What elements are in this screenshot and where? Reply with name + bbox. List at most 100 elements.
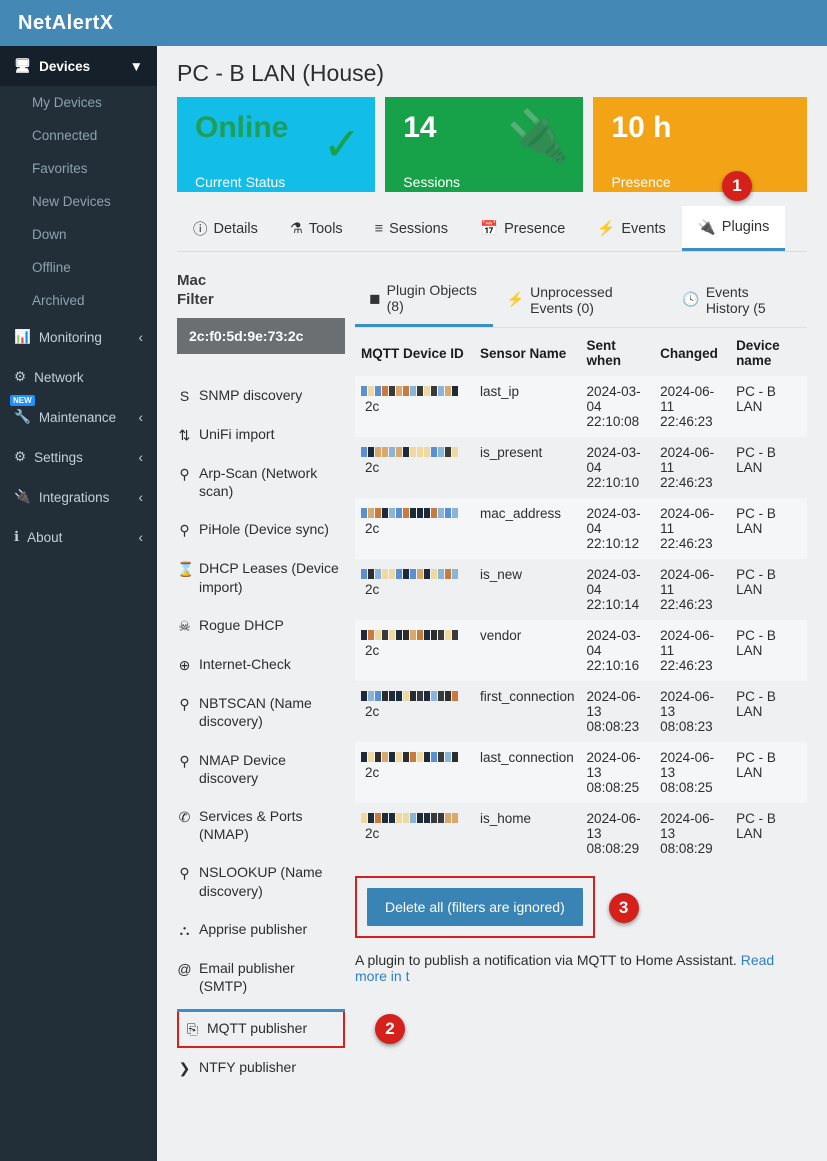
table-row[interactable]: 2c last_ip 2024-03-04 22:10:08 2024-06-11 22:… — [355, 376, 807, 437]
sidebar-item-archived[interactable]: Archived — [0, 284, 157, 317]
sidebar-section-devices[interactable]: 🖥 Devices ▼ — [0, 46, 157, 86]
sessions-card: 14 Sessions 🔌 — [385, 97, 583, 192]
sidebar-section-integrations[interactable]: 🔌 Integrations ‹ — [0, 477, 157, 517]
sidebar-section-monitoring[interactable]: 📊 Monitoring ‹ — [0, 317, 157, 357]
tab-tools[interactable]: ⚗ Tools — [274, 206, 359, 251]
sidebar-item-offline[interactable]: Offline — [0, 251, 157, 284]
cell-changed: 2024-06-11 22:46:23 — [654, 437, 730, 498]
plugin-icon-8: ⚲ — [177, 752, 192, 770]
cell-changed: 2024-06-11 22:46:23 — [654, 376, 730, 437]
plugin-list-item-7[interactable]: ⚲ NBTSCAN (Name discovery) — [177, 684, 345, 740]
plugin-list-item-12[interactable]: @ Email publisher (SMTP) — [177, 949, 345, 1005]
plugin-list-item-10[interactable]: ⚲ NSLOOKUP (Name discovery) — [177, 853, 345, 909]
cell-device-name: PC - B LAN — [730, 681, 807, 742]
mqtt-objects-table: MQTT Device ID Sensor Name Sent when Cha… — [355, 330, 807, 864]
cell-device-name: PC - B LAN — [730, 376, 807, 437]
plugin-list: S SNMP discovery ⇅ UniFi import ⚲ Arp-Scan (N… — [177, 376, 345, 1088]
cell-changed: 2024-06-13 08:08:23 — [654, 681, 730, 742]
plugin-label-14: NTFY publisher — [199, 1058, 296, 1076]
plugin-icon-14: ❯ — [177, 1059, 192, 1077]
table-row[interactable]: 2c vendor 2024-03-04 22:10:16 2024-06-11 22:4… — [355, 620, 807, 681]
cell-changed: 2024-06-11 22:46:23 — [654, 620, 730, 681]
network-icon: ⚙ — [14, 369, 26, 385]
table-row[interactable]: 2c is_home 2024-06-13 08:08:29 2024-06-13 08:… — [355, 803, 807, 864]
sidebar-item-connected[interactable]: Connected — [0, 119, 157, 152]
mac-filter-value[interactable]: 2c:f0:5d:9e:73:2c — [177, 318, 345, 354]
plugin-label-13: MQTT publisher — [207, 1019, 307, 1037]
presence-card: 10 h Presence — [593, 97, 807, 192]
table-row[interactable]: 2c first_connection 2024-06-13 08:08:23 2024… — [355, 681, 807, 742]
cell-changed: 2024-06-11 22:46:23 — [654, 498, 730, 559]
plugin-list-item-3[interactable]: ⚲ PiHole (Device sync) — [177, 510, 345, 549]
plugin-label-7: NBTSCAN (Name discovery) — [199, 694, 345, 730]
check-icon: ✓ — [323, 117, 362, 171]
integrations-plug-icon: 🔌 — [14, 489, 31, 505]
cell-sent-when: 2024-03-04 22:10:16 — [581, 620, 655, 681]
sidebar-item-my-devices[interactable]: My Devices — [0, 86, 157, 119]
plugin-list-item-5[interactable]: ☠ Rogue DHCP — [177, 606, 345, 645]
cell-mqtt-device-id: 2c — [355, 376, 474, 437]
sidebar-item-down[interactable]: Down — [0, 218, 157, 251]
sidebar-section-settings[interactable]: ⚙ Settings ‹ — [0, 437, 157, 477]
plugin-list-item-14[interactable]: ❯ NTFY publisher — [177, 1048, 345, 1087]
cell-changed: 2024-06-11 22:46:23 — [654, 559, 730, 620]
cell-mqtt-device-id: 2c — [355, 742, 474, 803]
plugin-list-item-1[interactable]: ⇅ UniFi import — [177, 415, 345, 454]
plugin-label-12: Email publisher (SMTP) — [199, 959, 345, 995]
tab-events[interactable]: ⚡ Events — [581, 206, 681, 251]
events-icon: ⚡ — [597, 220, 615, 237]
tab-plugins[interactable]: 🔌 Plugins — [682, 206, 786, 251]
maintenance-chevron-icon[interactable]: ‹ — [139, 410, 144, 425]
device-tabs-row: ⓘ Details ⚗ Tools ≡ Sessions 📅 Presence … — [177, 206, 807, 252]
cell-sent-when: 2024-06-13 08:08:23 — [581, 681, 655, 742]
about-info-icon: ℹ — [14, 529, 19, 545]
delete-all-button[interactable]: Delete all (filters are ignored) — [367, 888, 583, 926]
plugin-list-item-2[interactable]: ⚲ Arp-Scan (Network scan) — [177, 454, 345, 510]
chevron-down-icon[interactable]: ▼ — [130, 59, 143, 74]
top-bar: NetAlertX — [0, 0, 827, 46]
status-card: Online Current Status ✓ — [177, 97, 375, 192]
plugin-icon-13: ⎘ — [185, 1020, 200, 1038]
sidebar-item-new-devices[interactable]: New Devices — [0, 185, 157, 218]
cell-mqtt-device-id: 2c — [355, 437, 474, 498]
tab-events-history[interactable]: 🕓 Events History (5 — [668, 272, 807, 327]
plugin-icon-11: ⛬ — [177, 921, 192, 939]
plugin-list-item-8[interactable]: ⚲ NMAP Device discovery — [177, 741, 345, 797]
plugin-label-2: Arp-Scan (Network scan) — [199, 464, 345, 500]
plugin-label-11: Apprise publisher — [199, 920, 307, 938]
integrations-chevron-icon[interactable]: ‹ — [139, 490, 144, 505]
cell-sensor-name: last_ip — [474, 376, 581, 437]
plugin-list-item-9[interactable]: ✆ Services & Ports (NMAP) — [177, 797, 345, 853]
plugin-list-item-11[interactable]: ⛬ Apprise publisher — [177, 910, 345, 949]
page-title: PC - B LAN (House) — [157, 46, 827, 97]
tab-sessions[interactable]: ≡ Sessions — [359, 206, 464, 251]
cell-sensor-name: first_connection — [474, 681, 581, 742]
plugin-icon-2: ⚲ — [177, 465, 192, 483]
table-row[interactable]: 2c mac_address 2024-03-04 22:10:12 2024-06-1… — [355, 498, 807, 559]
sidebar-section-about[interactable]: ℹ About ‹ — [0, 517, 157, 557]
tab-details[interactable]: ⓘ Details — [177, 206, 274, 251]
settings-chevron-icon[interactable]: ‹ — [139, 450, 144, 465]
tab-unprocessed-events[interactable]: ⚡ Unprocessed Events (0) — [493, 272, 669, 327]
plugin-list-item-4[interactable]: ⌛ DHCP Leases (Device import) — [177, 549, 345, 605]
sidebar-item-favorites[interactable]: Favorites — [0, 152, 157, 185]
table-row[interactable]: 2c is_new 2024-03-04 22:10:14 2024-06-11 22:4… — [355, 559, 807, 620]
plugins-content-body: Mac Filter 2c:f0:5d:9e:73:2c S SNMP disco… — [157, 252, 827, 1108]
plugin-icon-0: S — [177, 387, 192, 405]
about-chevron-icon[interactable]: ‹ — [139, 530, 144, 545]
sidebar-section-network[interactable]: ⚙ Network — [0, 357, 157, 397]
monitoring-chevron-icon[interactable]: ‹ — [139, 330, 144, 345]
cell-mqtt-device-id: 2c — [355, 498, 474, 559]
plugin-icon-4: ⌛ — [177, 560, 192, 578]
table-row[interactable]: 2c is_present 2024-03-04 22:10:10 2024-06-11… — [355, 437, 807, 498]
plugin-list-item-0[interactable]: S SNMP discovery — [177, 376, 345, 415]
cell-device-name: PC - B LAN — [730, 742, 807, 803]
plugin-list-item-6[interactable]: ⊕ Internet-Check — [177, 645, 345, 684]
plugin-icon-5: ☠ — [177, 617, 192, 635]
table-row[interactable]: 2c last_connection 2024-06-13 08:08:25 2024-… — [355, 742, 807, 803]
plugin-icon-12: @ — [177, 960, 192, 978]
tab-plugin-objects[interactable]: ◼ Plugin Objects (8) — [355, 272, 493, 327]
callout-badge-3b: 3 — [609, 893, 639, 923]
plugin-list-item-13[interactable]: ⎘ MQTT publisher — [177, 1009, 345, 1048]
tab-presence[interactable]: 📅 Presence — [464, 206, 581, 251]
